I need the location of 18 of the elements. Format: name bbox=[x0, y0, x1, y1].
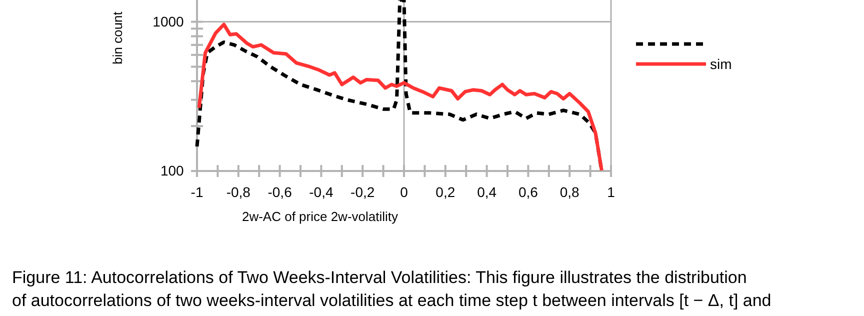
y-tick-label: 100 bbox=[160, 162, 184, 178]
text: of autocorrelations of two weeks-interval volatilities at each time step t between intervals [t − Δ, t] and bbox=[12, 291, 772, 310]
caption: Figure 11: Autocorrelations of Two Weeks-Interval Volatilities: This figure illustrates the distribution bbox=[12, 268, 747, 287]
x-tick-label: -0,4 bbox=[309, 184, 334, 200]
x-axis-title: 2w-AC of price 2w-volatility bbox=[242, 209, 399, 224]
y-axis-title: bin count bbox=[110, 11, 125, 64]
y-tick-label: 1000 bbox=[152, 13, 184, 30]
x-tick-label: 1 bbox=[607, 184, 616, 200]
legend-label: sim bbox=[710, 56, 732, 72]
x-tick-label: 0 bbox=[400, 184, 408, 200]
x-tick-label: 0,4 bbox=[477, 184, 497, 200]
x-tick-label: -0,6 bbox=[268, 184, 292, 200]
x-tick-label: -1 bbox=[190, 184, 204, 200]
x-tick-label: -0,2 bbox=[350, 184, 375, 200]
x-tick-label: -0,8 bbox=[226, 184, 251, 200]
x-tick-label: 0,6 bbox=[518, 184, 538, 200]
x-tick-label: 0,8 bbox=[560, 184, 580, 200]
x-tick-label: 0,2 bbox=[436, 184, 456, 200]
